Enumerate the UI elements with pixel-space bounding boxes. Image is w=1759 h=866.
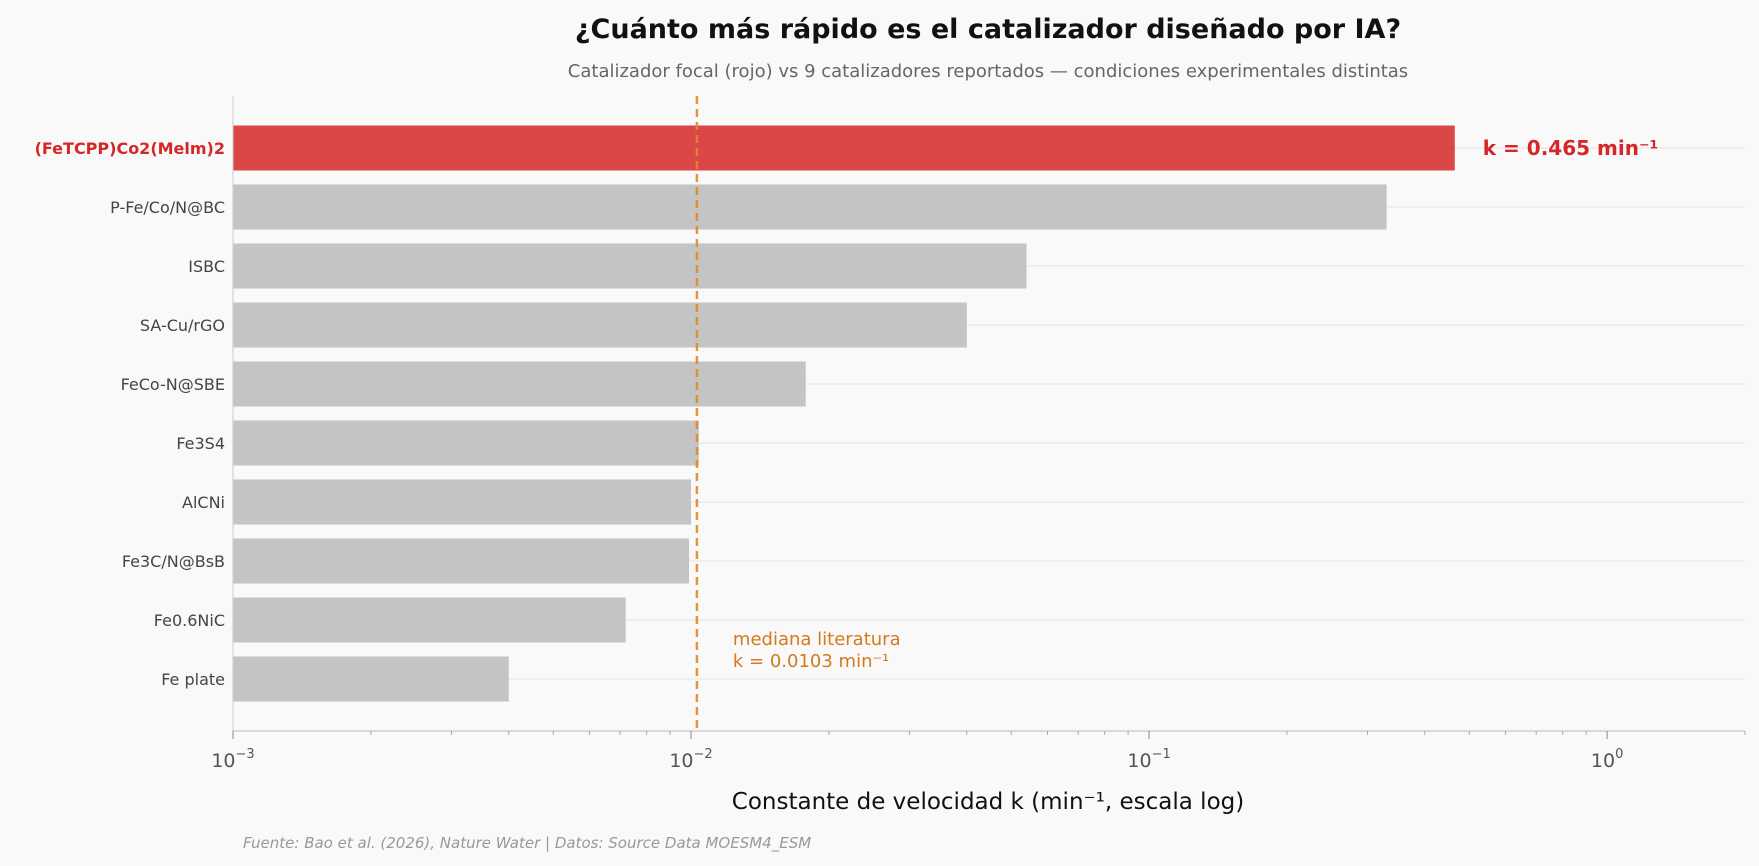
x-tick-label: 100 [1591,747,1623,772]
category-label: (FeTCPP)Co2(Melm)2 [35,139,225,158]
bar-fetcpp-co2-melm-2 [233,125,1455,171]
category-label: AlCNi [182,493,225,512]
category-label: P-Fe/Co/N@BC [110,198,225,217]
bar-p-fe-co-n-bc [233,184,1387,230]
category-label: FeCo-N@SBE [121,375,225,394]
category-label: Fe plate [161,670,225,689]
category-label: SA-Cu/rGO [140,316,225,335]
x-tick-label: 10−1 [1127,747,1170,772]
median-label-line2: k = 0.0103 min⁻¹ [733,651,889,672]
bar-fe3s4 [233,420,699,466]
x-axis-label: Constante de velocidad k (min⁻¹, escala … [732,789,1244,815]
source-note: Fuente: Bao et al. (2026), Nature Water … [243,834,811,853]
bars [233,125,1455,702]
bar-fe3c-n-bsb [233,538,690,584]
focal-value-label: k = 0.465 min⁻¹ [1483,136,1658,160]
category-label: Fe3S4 [176,434,225,453]
bar-isbc [233,243,1027,289]
bar-alcni [233,479,692,525]
chart-subtitle: Catalizador focal (rojo) vs 9 catalizado… [568,61,1408,82]
category-label: ISBC [188,257,225,276]
category-labels: (FeTCPP)Co2(Melm)2 P-Fe/Co/N@BC ISBC SA-Cu/… [35,136,1659,689]
x-axis: 10−3 10−2 10−1 100 [211,96,1746,772]
chart-title: ¿Cuánto más rápido es el catalizador dis… [575,14,1401,45]
bar-sa-cu-rgo [233,302,967,348]
median-label-line1: mediana literatura [733,629,901,650]
bar-fe0-6nic [233,597,626,643]
bar-fe-plate [233,656,509,702]
x-tick-label: 10−3 [211,747,254,772]
category-label: Fe3C/N@BsB [122,552,225,571]
category-label: Fe0.6NiC [154,611,225,630]
x-tick-label: 10−2 [669,747,712,772]
bar-feco-n-sbe [233,361,806,407]
